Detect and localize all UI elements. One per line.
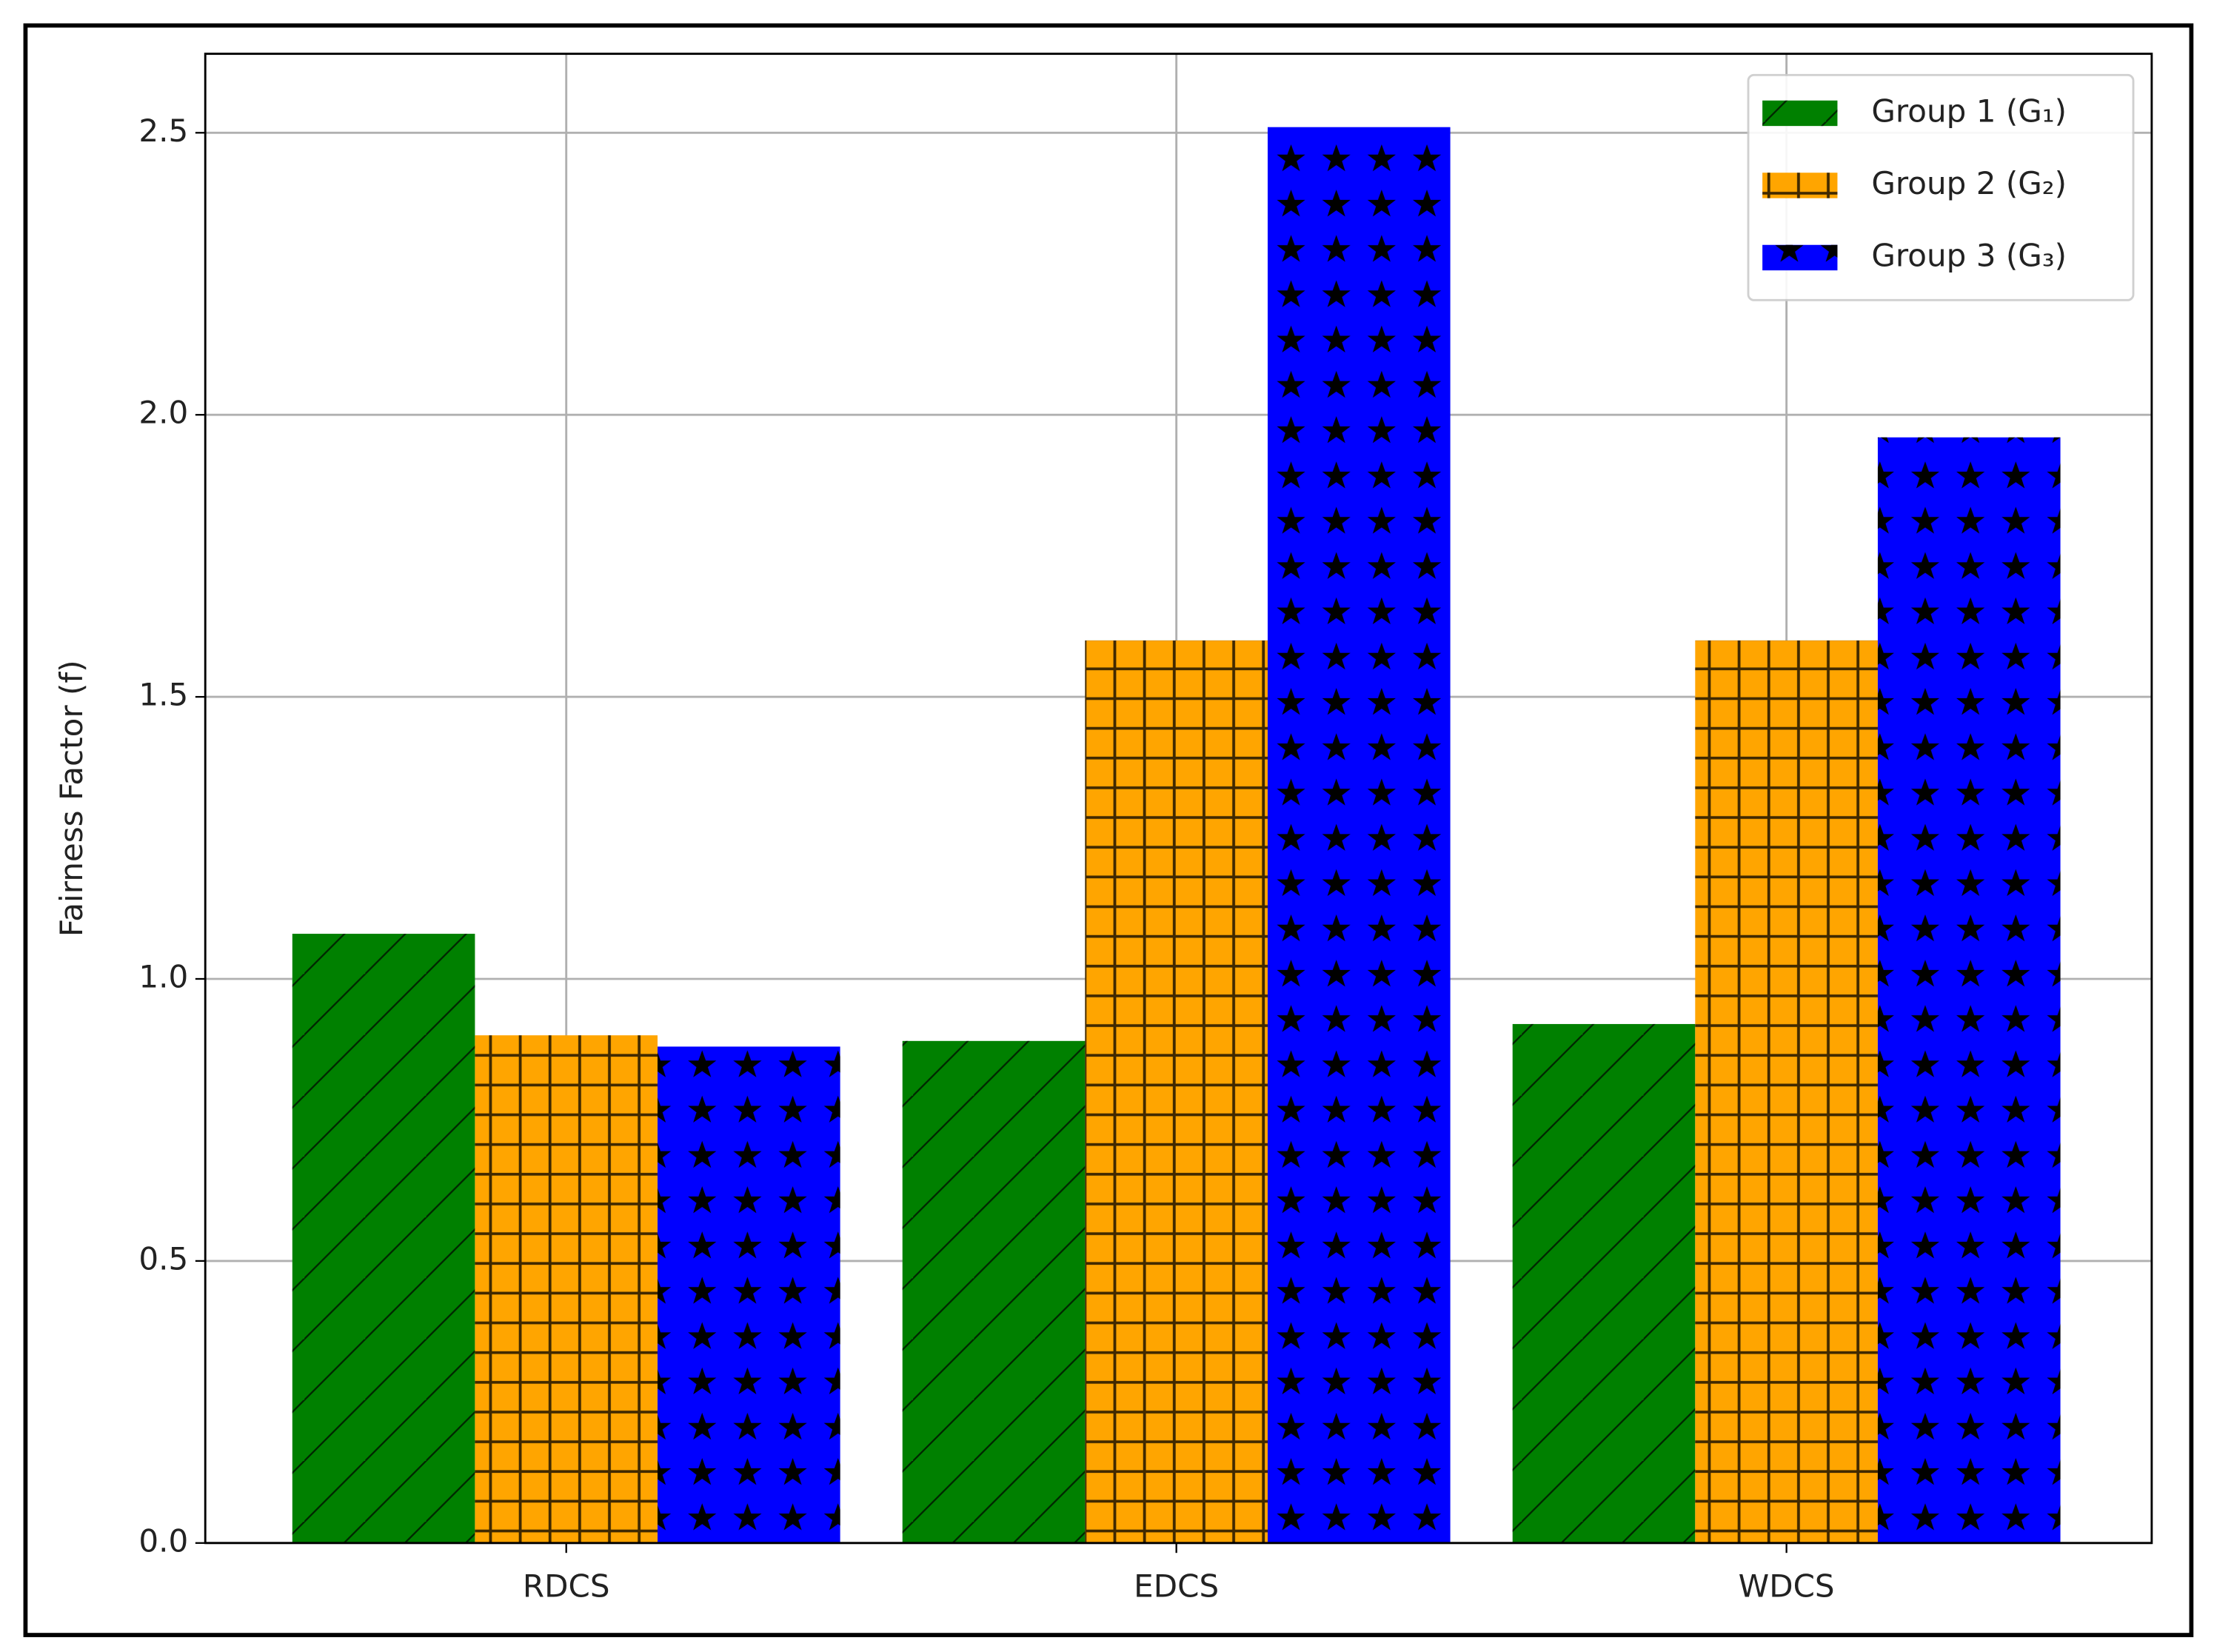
legend-label: Group 3 (G₃) (1871, 237, 2067, 273)
bar-hatch (902, 1040, 1086, 1543)
x-tick-label: WDCS (1739, 1568, 1835, 1604)
bar-hatch (475, 1035, 658, 1543)
legend-label: Group 1 (G₁) (1871, 93, 2067, 129)
bar-hatch (1267, 127, 1451, 1543)
bar (658, 1046, 840, 1543)
bar (475, 1035, 658, 1543)
y-tick-label: 0.5 (138, 1240, 188, 1277)
bar (1695, 640, 1878, 1543)
bar (1512, 1023, 1696, 1543)
bar (1267, 127, 1451, 1543)
y-tick-label: 1.0 (138, 958, 188, 994)
legend-box (1747, 73, 2135, 301)
y-tick-label: 2.0 (138, 395, 188, 431)
bar-hatch (1877, 437, 2061, 1543)
bar (1877, 437, 2061, 1543)
bar-hatch (658, 1046, 840, 1543)
legend-swatch-hatch (1762, 100, 1838, 127)
bar-hatch (1085, 640, 1268, 1543)
x-tick-label: EDCS (1134, 1568, 1219, 1604)
legend-swatch-hatch (1762, 173, 1838, 198)
y-tick-label: 2.5 (138, 113, 188, 149)
bar (292, 934, 475, 1543)
y-axis-label: Fairness Factor (f) (53, 660, 90, 937)
bar-hatch (1512, 1023, 1696, 1543)
legend-swatch-hatch (1762, 244, 1838, 271)
bar (1085, 640, 1268, 1543)
x-tick-label: RDCS (523, 1568, 610, 1604)
bar-hatch (292, 934, 475, 1543)
y-tick-label: 0.0 (138, 1522, 188, 1559)
y-tick-label: 1.5 (138, 677, 188, 713)
bar-hatch (1695, 640, 1878, 1543)
axes-border (204, 53, 2153, 1545)
bar (902, 1040, 1086, 1543)
legend-label: Group 2 (G₂) (1871, 165, 2067, 201)
